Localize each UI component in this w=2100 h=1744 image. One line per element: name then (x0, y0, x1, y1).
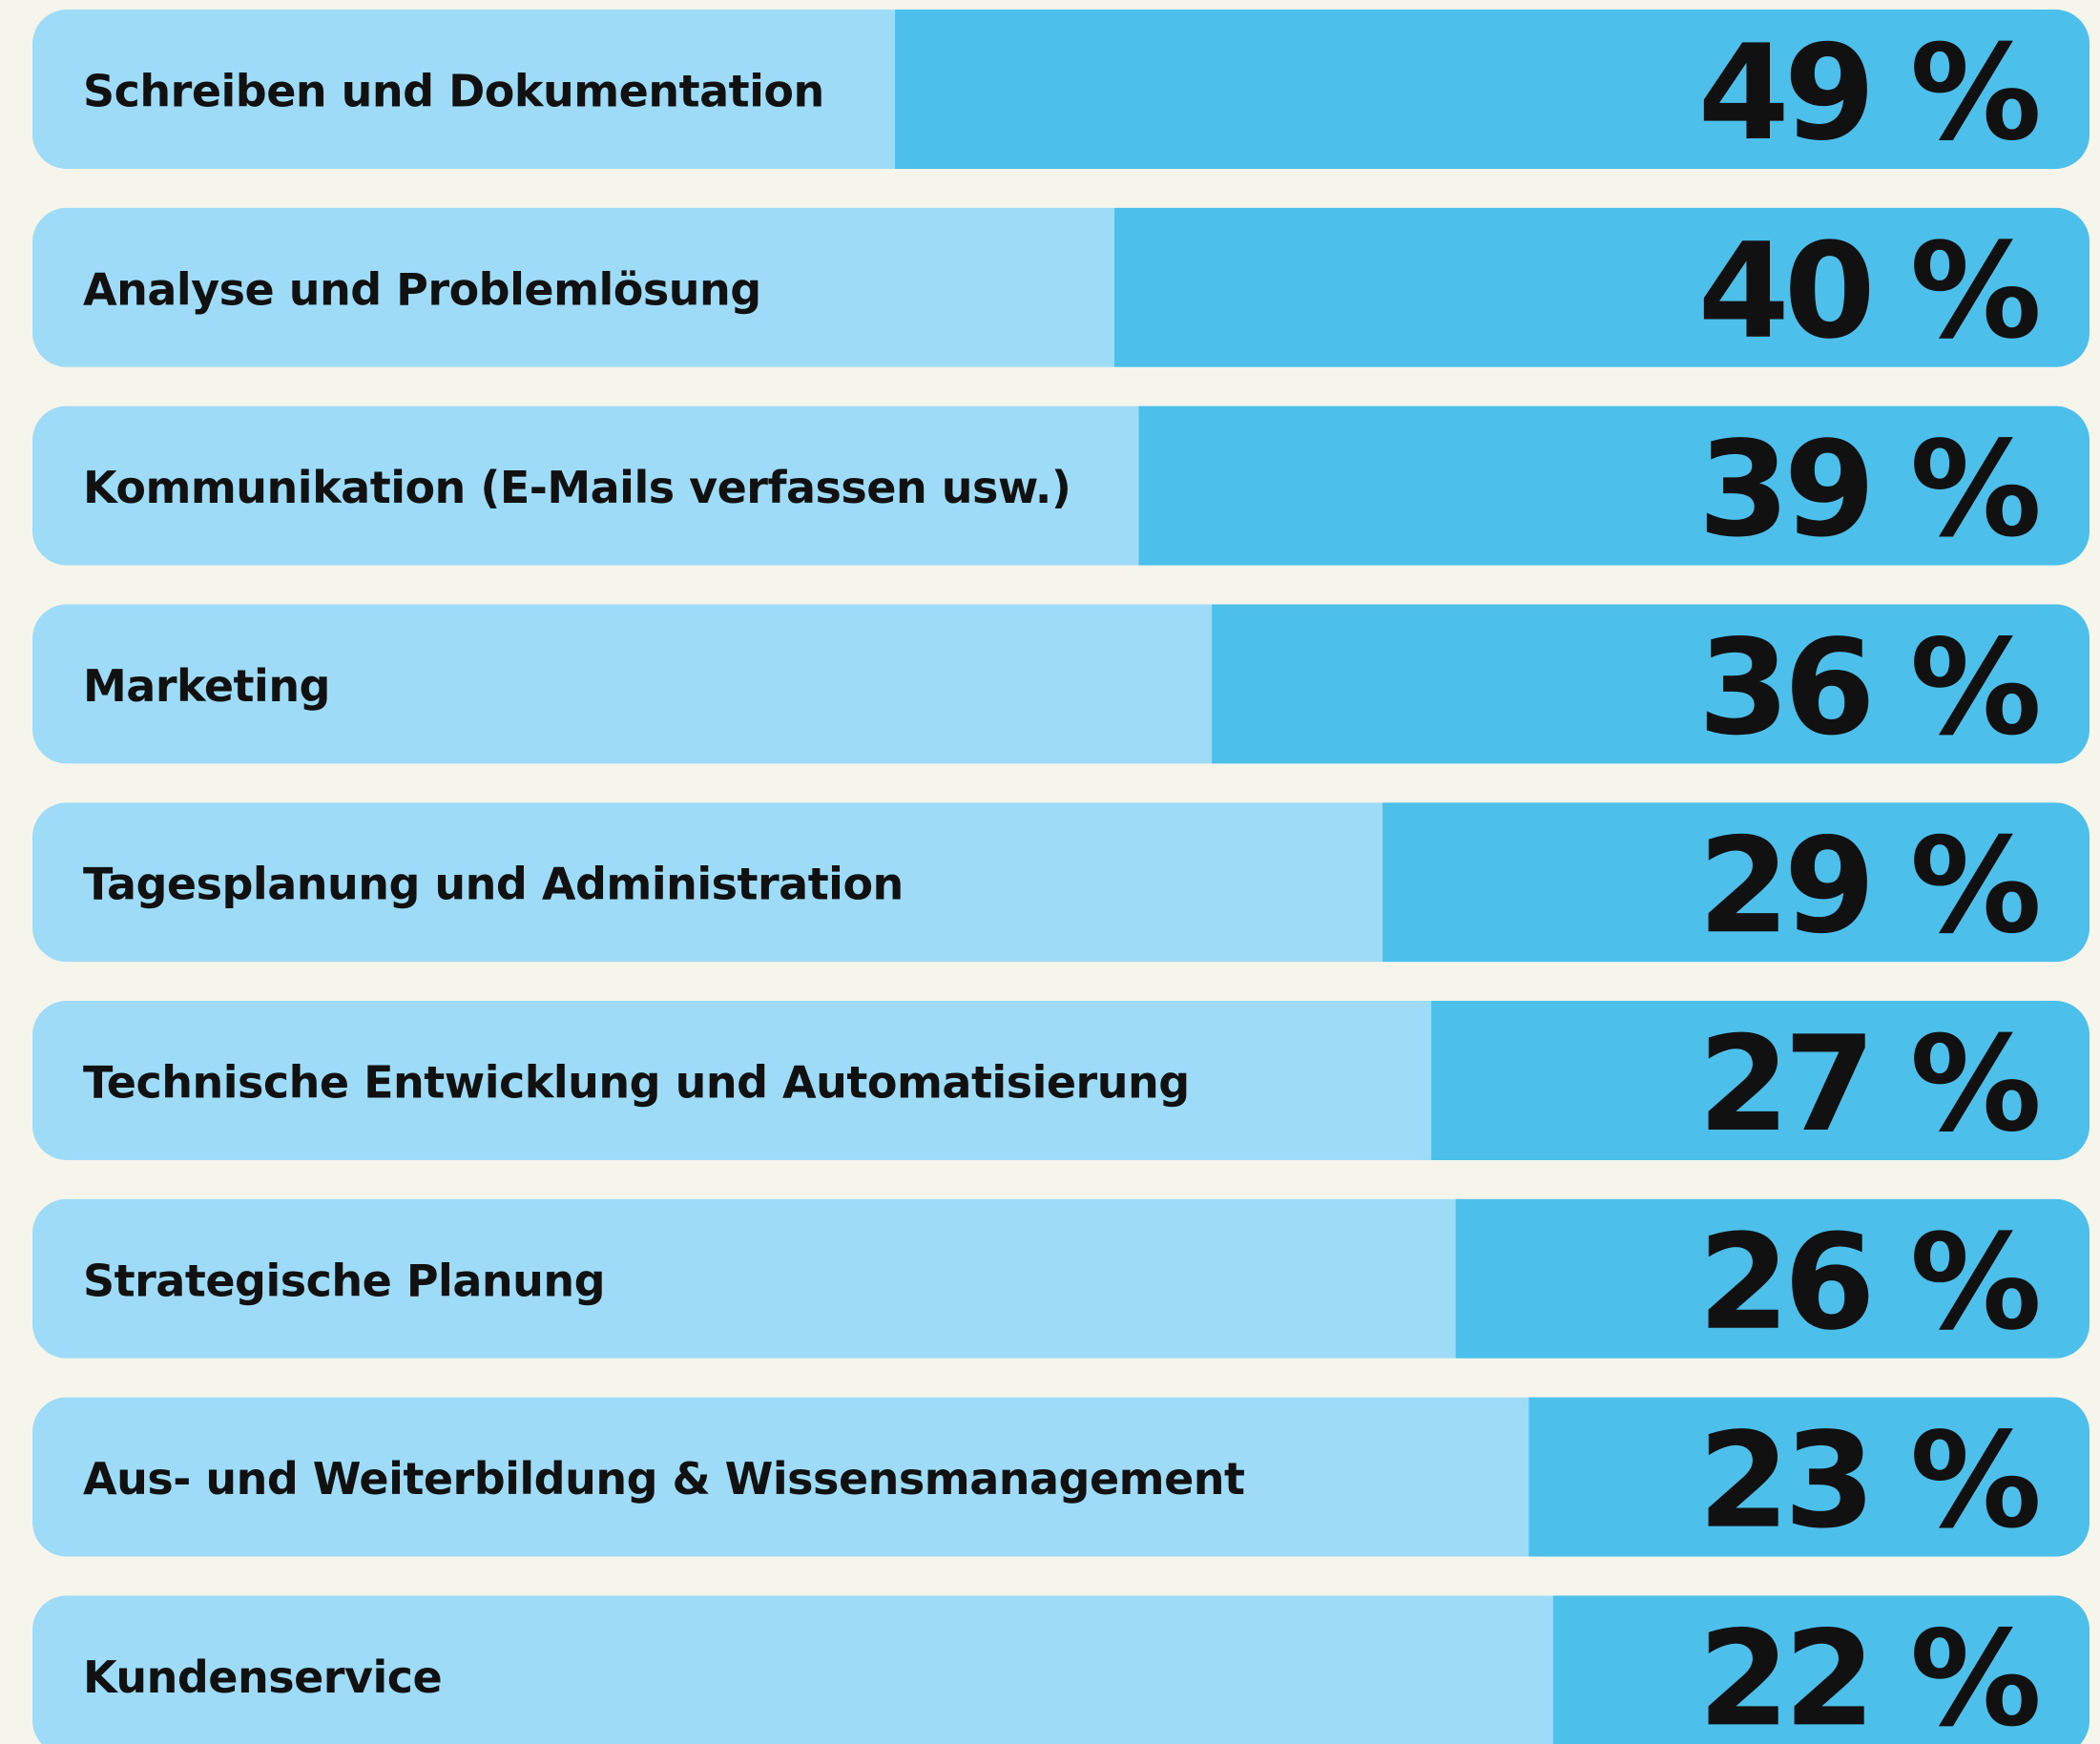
bar-row (32, 802, 2090, 963)
category-label: Strategische Planung (83, 1255, 605, 1306)
bar (1212, 604, 2090, 764)
bar (1455, 1198, 2090, 1359)
bar-row (32, 1198, 2090, 1359)
value-label: 36 % (1698, 611, 2038, 764)
bar (1431, 1001, 2090, 1160)
bar-row (32, 1001, 2090, 1160)
bar-row (32, 207, 2090, 367)
category-label: Technische Entwicklung und Automatisieru… (83, 1057, 1190, 1109)
category-label: Kundenservice (83, 1651, 442, 1703)
category-label: Schreiben und Dokumentation (83, 66, 824, 117)
value-label: 29 % (1698, 809, 2038, 963)
value-label: 39 % (1698, 413, 2038, 567)
bar (1114, 207, 2090, 367)
category-label: Tagesplanung und Administration (83, 859, 904, 910)
category-label: Analyse und Problemlösung (83, 263, 761, 315)
bar-row (32, 405, 2090, 566)
bar-row (32, 1397, 2090, 1557)
bar (1528, 1397, 2090, 1557)
value-label: 26 % (1698, 1206, 2038, 1360)
category-label: Aus- und Weiterbildung & Wissensmanageme… (83, 1453, 1245, 1505)
bar (1552, 1595, 2090, 1744)
value-label: 49 % (1698, 16, 2038, 170)
bar (1383, 802, 2090, 963)
value-label: 27 % (1698, 1007, 2038, 1161)
bar-row (32, 10, 2090, 169)
category-label: Marketing (83, 660, 330, 712)
value-label: 22 % (1698, 1602, 2038, 1744)
bar (1138, 405, 2090, 566)
bar (895, 10, 2090, 169)
category-label: Kommunikation (E-Mails verfassen usw.) (83, 462, 1071, 513)
bar-row (32, 1595, 2090, 1744)
bar-row (32, 604, 2090, 764)
value-label: 23 % (1698, 1404, 2038, 1558)
value-label: 40 % (1698, 215, 2038, 368)
